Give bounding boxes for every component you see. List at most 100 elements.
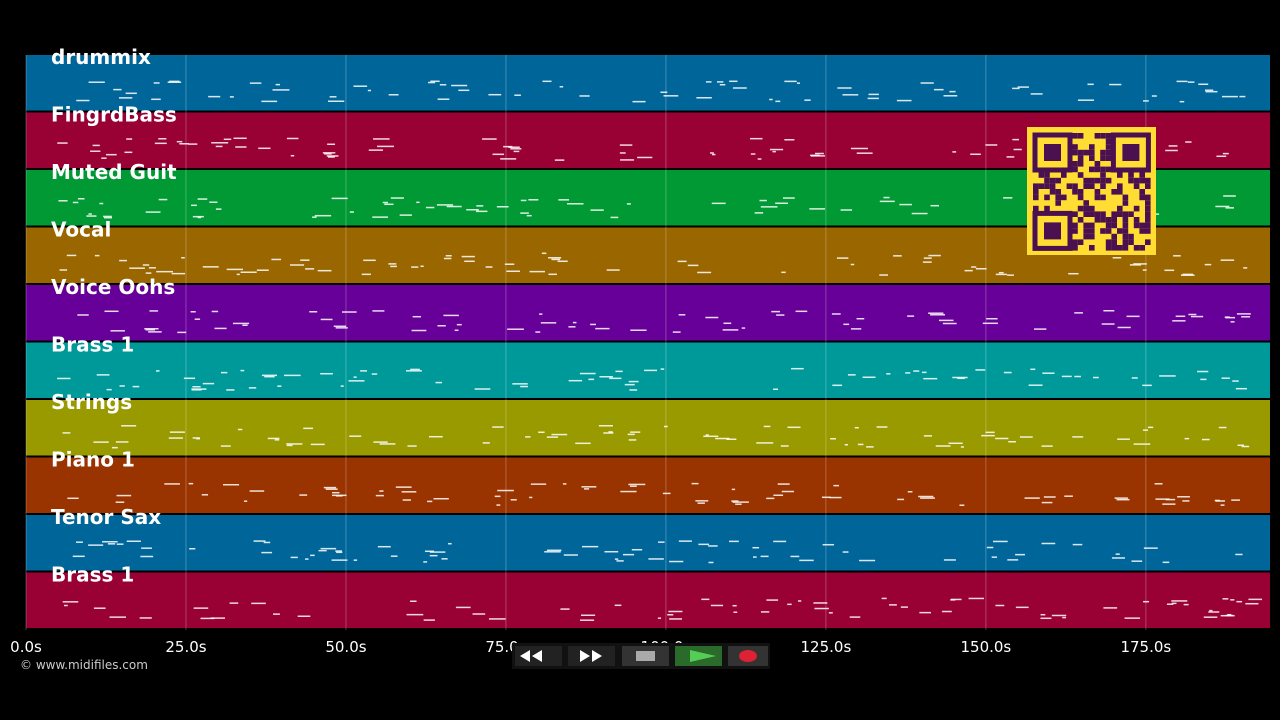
qr-cell <box>1089 233 1095 240</box>
qr-cell <box>1038 183 1045 189</box>
note-texture <box>1006 156 1015 158</box>
note-texture <box>197 198 208 200</box>
note-texture <box>836 257 849 259</box>
note-texture <box>1115 553 1120 555</box>
note-texture <box>360 370 368 372</box>
track-name: Vocal <box>51 218 111 242</box>
qr-cell <box>1077 133 1084 139</box>
note-texture <box>371 373 378 375</box>
note-texture <box>142 264 150 266</box>
note-texture <box>492 426 504 428</box>
note-texture <box>1235 553 1243 556</box>
note-texture <box>698 543 710 546</box>
qr-cell <box>1117 228 1123 234</box>
note-texture <box>367 89 372 92</box>
note-texture <box>1175 315 1186 318</box>
note-texture <box>214 327 227 330</box>
qr-cell <box>1139 228 1145 234</box>
stop-button[interactable] <box>622 646 669 666</box>
note-texture <box>297 615 311 618</box>
note-texture <box>275 83 281 86</box>
note-texture <box>155 370 160 372</box>
note-texture <box>348 380 365 382</box>
note-texture <box>913 370 920 372</box>
note-texture <box>430 80 440 83</box>
note-texture <box>326 155 339 157</box>
note-texture <box>1173 255 1181 257</box>
note-texture <box>88 81 105 83</box>
note-texture <box>390 197 404 199</box>
note-texture <box>335 495 343 497</box>
note-texture <box>775 202 788 205</box>
note-texture <box>107 543 116 545</box>
note-texture <box>475 210 488 213</box>
note-texture <box>436 204 454 206</box>
note-texture <box>388 263 397 265</box>
note-texture <box>148 331 162 333</box>
qr-cell <box>1111 189 1117 195</box>
note-texture <box>637 156 653 159</box>
forward-button[interactable] <box>568 646 615 666</box>
qr-cell <box>1089 228 1095 234</box>
note-texture <box>382 201 389 204</box>
note-texture <box>840 209 853 211</box>
note-texture <box>660 91 668 94</box>
note-texture <box>1015 606 1029 609</box>
note-texture <box>1176 80 1188 83</box>
note-texture <box>57 377 71 380</box>
note-texture <box>1109 83 1122 86</box>
note-texture <box>158 198 168 201</box>
note-texture <box>300 259 310 261</box>
note-texture <box>975 268 987 270</box>
note-texture <box>441 558 448 560</box>
note-texture <box>379 490 384 492</box>
note-texture <box>615 370 623 373</box>
note-texture <box>1093 376 1099 379</box>
note-texture <box>722 329 739 331</box>
note-texture <box>118 97 133 99</box>
note-texture <box>1236 313 1251 315</box>
note-texture <box>1116 498 1130 501</box>
note-texture <box>1180 274 1195 276</box>
note-texture <box>795 310 808 313</box>
play-button[interactable] <box>675 646 722 666</box>
note-texture <box>741 327 746 329</box>
note-texture <box>433 497 449 500</box>
record-button[interactable] <box>728 646 768 666</box>
note-texture <box>377 545 391 548</box>
note-texture <box>628 483 646 486</box>
note-texture <box>599 375 613 378</box>
note-texture <box>893 255 902 257</box>
note-texture <box>211 142 229 144</box>
note-texture <box>116 494 132 497</box>
note-texture <box>106 153 117 156</box>
note-texture <box>950 598 962 601</box>
qr-cell <box>1122 211 1129 217</box>
track-name: FingrdBass <box>51 103 177 127</box>
note-texture <box>986 546 994 549</box>
note-texture <box>229 96 234 98</box>
note-texture <box>1117 326 1131 329</box>
note-texture <box>922 371 927 374</box>
note-texture <box>191 388 207 390</box>
note-texture <box>579 95 590 97</box>
note-texture <box>572 321 577 324</box>
note-texture <box>1114 497 1128 499</box>
note-texture <box>384 203 394 206</box>
qr-cell <box>1111 217 1117 223</box>
note-texture <box>750 153 756 155</box>
note-texture <box>520 212 529 214</box>
x-tick-label: 0.0s <box>10 638 42 656</box>
note-texture <box>388 94 399 96</box>
note-texture <box>514 94 521 96</box>
rewind-button[interactable] <box>515 646 562 666</box>
note-texture <box>443 257 452 260</box>
qr-cell <box>1133 222 1140 229</box>
qr-cell <box>1145 211 1151 217</box>
note-texture <box>59 269 68 271</box>
qr-cell <box>1077 205 1084 212</box>
note-texture <box>968 597 985 600</box>
note-texture <box>771 310 781 313</box>
note-texture <box>1064 495 1073 497</box>
note-texture <box>579 619 595 621</box>
